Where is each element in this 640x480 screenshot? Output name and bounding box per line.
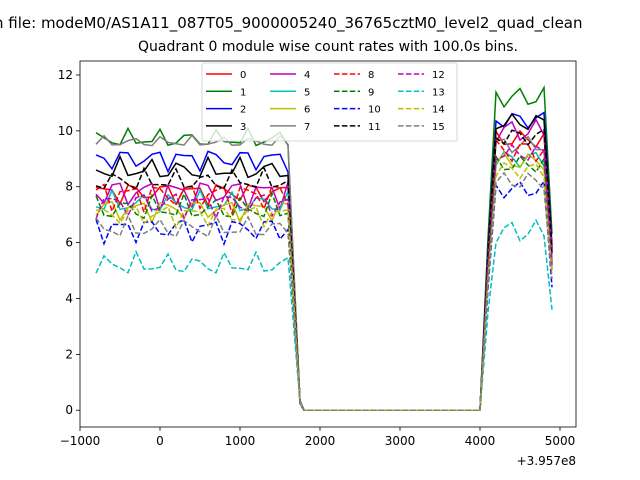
legend-label-1: 1 [240, 87, 246, 98]
legend-label-11: 11 [368, 122, 381, 133]
y-tick-label: 2 [65, 347, 73, 361]
series-line-0 [95, 128, 553, 411]
series-line-13 [95, 218, 553, 411]
x-offset-label: +3.957e8 [517, 454, 576, 468]
chart-title: Quadrant 0 module wise count rates with … [138, 39, 518, 55]
legend-label-4: 4 [304, 70, 310, 81]
legend-label-15: 15 [432, 122, 445, 133]
y-tick-label: 10 [58, 124, 73, 138]
y-tick-label: 8 [65, 180, 73, 194]
axes-frame [79, 60, 577, 428]
y-tick-label: 12 [58, 68, 73, 82]
series-line-15 [95, 171, 553, 411]
legend-label-8: 8 [368, 70, 374, 81]
x-tick-label: 2000 [305, 434, 336, 448]
series-line-10 [95, 178, 553, 411]
legend-label-12: 12 [432, 70, 445, 81]
legend-label-5: 5 [304, 87, 310, 98]
x-tick-label: 4000 [465, 434, 496, 448]
series-line-11 [95, 128, 553, 411]
x-tick-label: 5000 [545, 434, 576, 448]
legend-label-3: 3 [240, 122, 246, 133]
x-tick-label: 3000 [385, 434, 416, 448]
legend-label-0: 0 [240, 70, 246, 81]
x-tick-label: 1000 [225, 434, 256, 448]
y-tick-label: 0 [65, 403, 73, 417]
legend-label-14: 14 [432, 105, 445, 116]
plot-area [95, 85, 553, 411]
legend-box [201, 62, 458, 142]
x-tick-label: −1000 [60, 434, 101, 448]
y-tick-label: 6 [65, 236, 73, 250]
legend-label-2: 2 [240, 105, 246, 116]
y-tick-label: 4 [65, 291, 73, 305]
legend-label-13: 13 [432, 87, 445, 98]
legend-label-10: 10 [368, 105, 381, 116]
legend-label-9: 9 [368, 87, 374, 98]
legend-label-7: 7 [304, 122, 310, 133]
legend-label-6: 6 [304, 105, 310, 116]
chart-suptitle: n file: modeM0/AS1A11_087T05_9000005240_… [0, 14, 583, 33]
x-tick-label: 0 [156, 434, 164, 448]
